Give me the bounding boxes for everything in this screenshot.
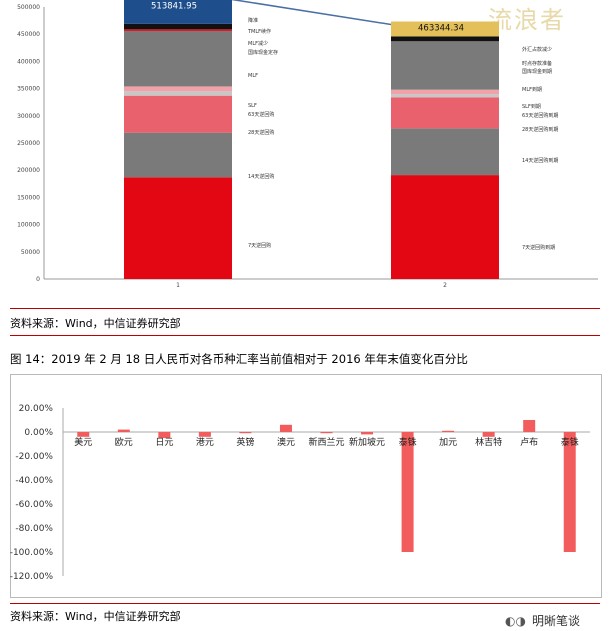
bar-segment [124,86,232,92]
bar-segment [124,0,232,24]
y-tick-label: 400000 [17,58,40,65]
y-tick-label: -60.00% [15,500,53,510]
segment-annotation: 14天逆回购到期 [522,157,558,164]
segment-annotation: 7天逆回购 [248,242,271,249]
x-tick-label: 加元 [439,437,457,448]
fx-bar [482,432,495,437]
x-tick-label: 泰铢 [399,436,417,448]
segment-annotation: 国库现金定存 [248,49,278,56]
bar-segment [124,23,232,30]
fx-bar [279,424,292,432]
segment-annotation: 外汇占款减少 [522,46,552,53]
x-tick-label: 欧元 [115,436,133,448]
y-tick-label: 50000 [21,249,40,256]
bar-segment [124,95,232,133]
segment-annotation: 63天逆回购 [248,111,274,118]
y-tick-label: -20.00% [15,452,53,462]
watermark-bottom: 明晰笔谈 [532,614,581,628]
segment-annotation: 国库现金到期 [522,68,552,75]
fx-bar [117,429,130,432]
y-tick-label: 300000 [17,113,40,120]
fx-bar [77,432,90,437]
bar-segment [391,175,499,279]
divider-top [10,308,600,309]
y-tick-label: -120.00% [10,572,54,582]
y-tick-label: 100000 [17,222,40,229]
bar-segment [124,91,232,96]
source-note-2: 资料来源：Wind，中信证券研究部 [10,610,181,623]
x-tick-label: 2 [443,282,447,289]
bar-segment [391,128,499,176]
segment-annotation: MLF [248,73,258,79]
y-tick-label: 0 [36,276,40,283]
segment-annotation: 时点存款准备 [522,60,552,67]
x-tick-label: 澳元 [277,436,295,448]
source-note-1: 资料来源：Wind，中信证券研究部 [10,317,181,330]
bar-segment [391,21,499,37]
bar-segment [391,89,499,95]
x-tick-label: 卢布 [520,436,538,448]
fx-bar [361,432,374,435]
fx-bar [198,432,211,437]
fx-bar [401,432,414,552]
fx-bar [239,432,252,434]
bar-segment [124,177,232,279]
x-tick-label: 美元 [74,436,92,448]
divider-bottom [10,603,600,604]
segment-annotation: MLF到期 [522,86,542,93]
fx-bar [158,432,171,438]
total-connector-line [231,0,392,26]
bar-segment [124,29,232,31]
fx-bar [442,430,455,432]
y-tick-label: -40.00% [15,476,53,486]
fx-bar [523,420,536,432]
figure-14-title: 图 14：2019 年 2 月 18 日人民币对各币种汇率当前值相对于 2016… [10,352,468,366]
bar-segment [391,36,499,42]
x-tick-label: 新加坡元 [349,436,385,448]
segment-annotation: 63天逆回购到期 [522,112,558,119]
x-tick-label: 英镑 [236,436,254,448]
x-tick-label: 日元 [155,437,173,448]
y-tick-label: 350000 [17,86,40,93]
segment-annotation: 28天逆回购到期 [522,126,558,133]
segment-annotation: 28天逆回购 [248,129,274,136]
x-tick-label: 林吉特 [475,436,502,448]
bar-segment [124,30,232,87]
y-tick-label: 150000 [17,194,40,201]
watermark-top: 流浪者 [488,6,566,34]
y-tick-label: 450000 [17,31,40,38]
y-tick-label: -80.00% [15,524,53,534]
fx-bar [563,432,576,552]
bar-segment [391,94,499,98]
wechat-icon: ◐◑ [505,614,526,628]
segment-annotation: 降准 [248,17,258,24]
total-label: 513841.95 [151,1,197,11]
x-tick-label: 1 [176,282,180,289]
segment-annotation: 14天逆回购 [248,173,274,180]
x-tick-label: 新西兰元 [308,436,344,448]
stacked-bar-chart: 0 50000 100000 150000 200000 250000 300000 3500… [17,0,598,289]
divider-mid [10,335,600,336]
y-tick-label: 20.00% [19,404,54,414]
segment-annotation: SLF [248,103,257,109]
bar-segment [124,132,232,178]
x-tick-label: 港元 [196,436,214,448]
y-tick-label: 250000 [17,140,40,147]
y-tick-label: 500000 [17,4,40,11]
segment-annotation: SLF到期 [522,103,541,110]
segment-annotation: MLF减少 [248,40,268,47]
segment-annotation: TMLF续作 [247,28,271,35]
bar-segment [391,41,499,90]
bar-segment [391,97,499,129]
y-tick-label: -100.00% [10,548,54,558]
segment-annotation: 7天逆回购到期 [522,244,555,251]
x-tick-label: 泰铢 [561,436,579,448]
total-label: 463344.34 [418,24,464,34]
y-tick-label: 0.00% [24,428,53,438]
fx-bar [320,432,333,434]
y-tick-label: 200000 [17,167,40,174]
chart2-frame [10,374,602,598]
